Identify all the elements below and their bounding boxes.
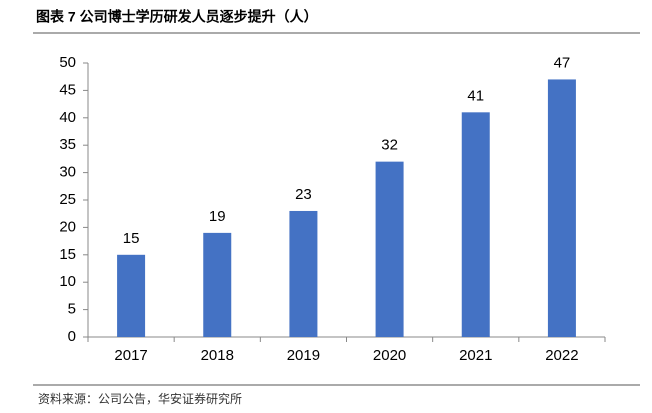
chart-title: 图表 7 公司博士学历研发人员逐步提升（人） (36, 9, 318, 25)
bar (117, 254, 146, 337)
y-tick-label: 10 (59, 273, 76, 290)
bar (375, 161, 404, 337)
bar (547, 79, 576, 337)
data-label: 32 (381, 137, 398, 154)
x-tick-label: 2021 (459, 347, 492, 364)
data-label: 19 (209, 208, 226, 225)
bar (461, 112, 490, 337)
y-tick-label: 5 (68, 301, 76, 318)
y-tick-label: 25 (59, 191, 76, 208)
data-label: 47 (554, 54, 571, 71)
data-label: 41 (467, 87, 484, 104)
x-tick-label: 2017 (114, 347, 147, 364)
x-tick-label: 2022 (545, 347, 578, 364)
bar (289, 210, 318, 337)
source-note: 资料来源：公司公告，华安证券研究所 (38, 391, 242, 406)
data-label: 23 (295, 186, 312, 203)
data-label: 15 (123, 230, 140, 247)
x-tick-label: 2020 (373, 347, 406, 364)
y-tick-label: 30 (59, 164, 76, 181)
x-tick-label: 2018 (201, 347, 234, 364)
y-tick-label: 35 (59, 136, 76, 153)
y-tick-label: 40 (59, 109, 76, 126)
y-tick-label: 50 (59, 54, 76, 71)
y-tick-label: 15 (59, 246, 76, 263)
y-tick-label: 20 (59, 218, 76, 235)
x-tick-label: 2019 (287, 347, 320, 364)
bar (203, 232, 232, 337)
y-tick-label: 45 (59, 81, 76, 98)
y-tick-label: 0 (68, 328, 76, 345)
